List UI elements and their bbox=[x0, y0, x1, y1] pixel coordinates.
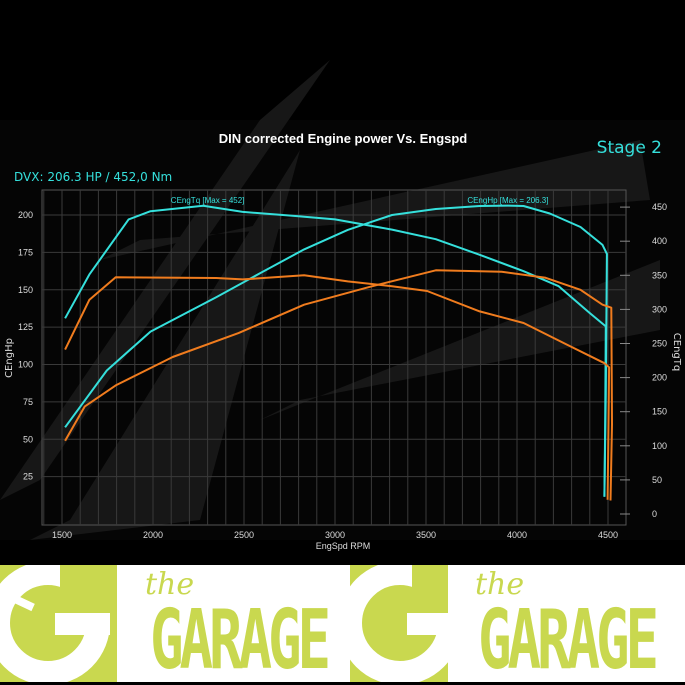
x-tick-label: 3000 bbox=[325, 530, 345, 540]
wrench-g-icon bbox=[350, 565, 448, 682]
brand-garage-2: GARAGE bbox=[478, 593, 659, 685]
garage-logo-mark bbox=[0, 565, 117, 682]
wrench-g-icon bbox=[0, 565, 117, 682]
watermark-shape bbox=[260, 260, 660, 420]
y-right-tick-label: 300 bbox=[652, 304, 667, 314]
summary-label: DVX: 206.3 HP / 452,0 Nm bbox=[14, 170, 172, 184]
y-axis-left-label: CEngHp bbox=[4, 338, 15, 378]
annotation-tuned-power: CEngHp [Max = 206.3] bbox=[467, 196, 548, 205]
brand-the: the bbox=[145, 567, 195, 602]
y-axis-right-label: CEngTq bbox=[671, 333, 682, 371]
series-stock-power bbox=[64, 269, 613, 501]
x-tick-label: 2000 bbox=[143, 530, 163, 540]
x-axis-label: EngSpd RPM bbox=[316, 541, 371, 551]
ticks: 1500 2000 2500 3000 3500 4000 4500255075100125… bbox=[18, 202, 667, 540]
brand-the-2: the bbox=[475, 567, 525, 602]
y-left-tick-label: 175 bbox=[18, 247, 33, 257]
series-tuned-torque bbox=[64, 204, 607, 497]
stage-label: Stage 2 bbox=[597, 138, 662, 158]
y-right-tick-label: 0 bbox=[652, 509, 657, 519]
x-tick-label: 1500 bbox=[52, 530, 72, 540]
x-tick-label: 2500 bbox=[234, 530, 254, 540]
y-right-tick-label: 400 bbox=[652, 236, 667, 246]
x-tick-label: 3500 bbox=[416, 530, 436, 540]
watermark-shape bbox=[100, 140, 650, 260]
garage-logo-mark-2 bbox=[350, 565, 448, 682]
y-left-tick-label: 125 bbox=[18, 322, 33, 332]
y-right-tick-label: 50 bbox=[652, 475, 662, 485]
logo-band: the GARAGE the GARAGE bbox=[0, 565, 685, 682]
annotation-tuned-torque: CEngTq [Max = 452] bbox=[171, 196, 245, 205]
curves: CEngTq [Max = 452] CEngHp [Max = 206.3] bbox=[64, 196, 613, 501]
watermark bbox=[0, 60, 660, 540]
series-tuned-power bbox=[64, 204, 608, 497]
dyno-chart: CEngTq [Max = 452] CEngHp [Max = 206.3] 1… bbox=[0, 60, 682, 551]
y-right-tick-label: 150 bbox=[652, 407, 667, 417]
y-right-tick-label: 100 bbox=[652, 441, 667, 451]
chart-title: DIN corrected Engine power Vs. Engspd bbox=[219, 131, 468, 146]
grid bbox=[42, 190, 626, 525]
watermark-shape bbox=[0, 60, 330, 500]
y-right-tick-label: 250 bbox=[652, 339, 667, 349]
brand-garage: GARAGE bbox=[150, 593, 331, 685]
y-left-tick-label: 50 bbox=[23, 434, 33, 444]
x-tick-label: 4000 bbox=[507, 530, 527, 540]
y-right-tick-label: 350 bbox=[652, 270, 667, 280]
y-left-tick-label: 75 bbox=[23, 397, 33, 407]
y-left-tick-label: 150 bbox=[18, 285, 33, 295]
y-left-tick-label: 25 bbox=[23, 472, 33, 482]
x-tick-label: 4500 bbox=[598, 530, 618, 540]
plot-frame bbox=[41, 189, 627, 526]
y-left-tick-label: 200 bbox=[18, 210, 33, 220]
y-right-tick-label: 200 bbox=[652, 373, 667, 383]
y-left-tick-label: 100 bbox=[18, 360, 33, 370]
watermark-shape bbox=[30, 150, 300, 540]
series-stock-torque bbox=[64, 274, 611, 500]
y-right-tick-label: 450 bbox=[652, 202, 667, 212]
